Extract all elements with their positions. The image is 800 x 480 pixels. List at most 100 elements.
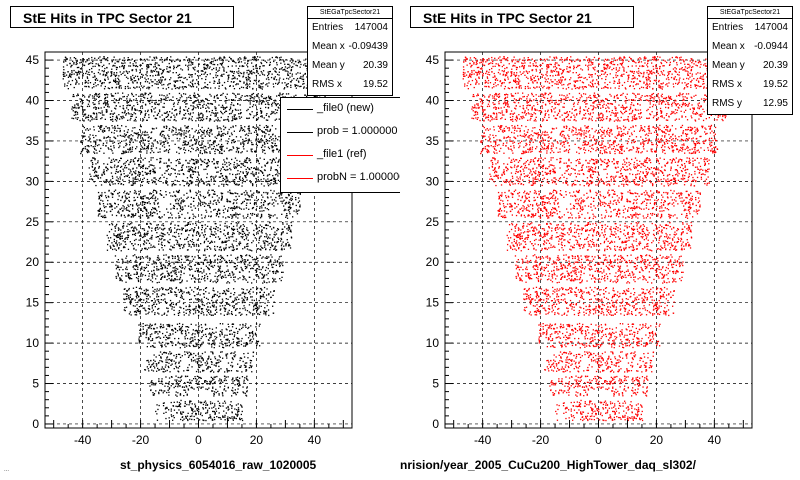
left-hit-point xyxy=(178,322,181,325)
left-hit-point xyxy=(227,209,229,211)
left-hit-point xyxy=(240,266,242,269)
left-hit-point xyxy=(280,200,282,202)
left-hit-point xyxy=(251,267,253,269)
left-hit-point xyxy=(253,306,255,308)
left-hit-point xyxy=(106,167,109,170)
left-hit-point xyxy=(180,147,182,150)
left-hit-point xyxy=(160,161,162,163)
left-hit-point xyxy=(248,138,250,140)
left-hit-point xyxy=(164,334,167,337)
left-hit-point xyxy=(185,159,187,162)
left-hit-point xyxy=(190,169,192,171)
left-hit-point xyxy=(261,229,263,231)
left-hit-point xyxy=(247,142,249,144)
left-hit-point xyxy=(256,159,258,161)
left-hit-point xyxy=(258,129,260,131)
left-hit-point xyxy=(235,240,237,242)
left-hit-point xyxy=(153,170,155,173)
left-hit-point xyxy=(128,313,131,315)
left-hit-point xyxy=(221,341,223,343)
left-hit-point xyxy=(261,166,263,168)
left-hit-point xyxy=(188,162,190,164)
left-hit-point xyxy=(113,233,115,235)
left-hit-point xyxy=(223,307,225,309)
left-hit-point xyxy=(123,176,126,178)
left-hit-point xyxy=(128,149,130,151)
left-hit-point xyxy=(210,128,212,131)
left-hit-point xyxy=(179,244,181,246)
left-hit-point xyxy=(108,190,110,192)
left-hit-point xyxy=(261,171,263,173)
left-hit-point xyxy=(211,419,213,421)
left-hit-point xyxy=(165,149,168,151)
left-hit-point xyxy=(208,255,210,257)
left-hit-point xyxy=(267,125,269,128)
left-hit-point xyxy=(214,208,216,211)
left-hit-point xyxy=(217,127,219,129)
left-hit-point xyxy=(230,236,232,238)
left-hit-point xyxy=(227,419,229,421)
left-hit-point xyxy=(221,198,223,200)
left-hit-point xyxy=(235,167,237,169)
left-hit-point xyxy=(143,269,145,271)
left-hit-point xyxy=(254,261,256,263)
left-hit-point xyxy=(213,227,215,229)
left-hit-point xyxy=(245,365,247,367)
left-hit-point xyxy=(167,325,169,327)
left-hit-point xyxy=(168,127,171,130)
left-hit-point xyxy=(194,312,197,314)
left-hit-point xyxy=(295,211,297,213)
left-hit-point xyxy=(261,247,263,249)
left-hit-point xyxy=(219,209,221,211)
left-hit-point xyxy=(242,235,244,238)
left-hit-point xyxy=(155,365,158,367)
left-hit-point xyxy=(152,246,154,248)
left-hit-point xyxy=(196,161,198,163)
left-hit-point xyxy=(232,274,234,276)
left-hit-point xyxy=(264,257,266,259)
left-hit-point xyxy=(226,313,228,316)
left-hit-point xyxy=(136,229,138,231)
left-hit-point xyxy=(192,234,194,236)
left-hit-point xyxy=(107,243,109,246)
left-hit-point xyxy=(171,183,173,185)
left-hit-point xyxy=(174,278,176,280)
left-hit-point xyxy=(161,314,163,316)
left-hit-point xyxy=(128,182,130,184)
left-hit-point xyxy=(179,238,181,240)
left-hit-point xyxy=(177,200,180,202)
left-hit-point xyxy=(264,274,266,276)
left-hit-point xyxy=(177,289,180,291)
left-hit-point xyxy=(175,405,177,407)
left-hit-point xyxy=(103,172,105,174)
left-hit-point xyxy=(163,412,165,414)
left-hit-point xyxy=(235,417,237,420)
left-hit-point xyxy=(233,334,236,336)
left-hit-point xyxy=(158,307,160,310)
left-hit-point xyxy=(236,159,238,162)
left-hit-point xyxy=(215,272,217,274)
left-hit-point xyxy=(94,172,96,174)
left-hit-point xyxy=(136,264,138,267)
left-hit-point xyxy=(248,208,250,210)
left-hit-point xyxy=(263,191,265,194)
left-hit-point xyxy=(208,202,210,205)
left-hit-point xyxy=(128,205,130,208)
left-hit-point xyxy=(151,215,153,217)
left-hit-point xyxy=(269,260,271,262)
left-hit-point xyxy=(196,138,198,141)
left-hit-point xyxy=(171,306,173,308)
left-hit-point xyxy=(207,162,209,164)
left-hit-point xyxy=(143,177,145,179)
left-hit-point xyxy=(127,272,129,274)
left-hit-point xyxy=(252,173,254,175)
left-hit-point xyxy=(167,365,169,368)
left-hit-point xyxy=(238,173,240,175)
left-hit-point xyxy=(243,129,245,131)
left-hit-point xyxy=(110,192,112,194)
left-hit-point xyxy=(121,262,124,264)
left-hit-point xyxy=(270,196,272,198)
left-hit-point xyxy=(207,261,209,263)
left-hit-point xyxy=(237,403,239,405)
left-hit-point xyxy=(140,288,143,290)
